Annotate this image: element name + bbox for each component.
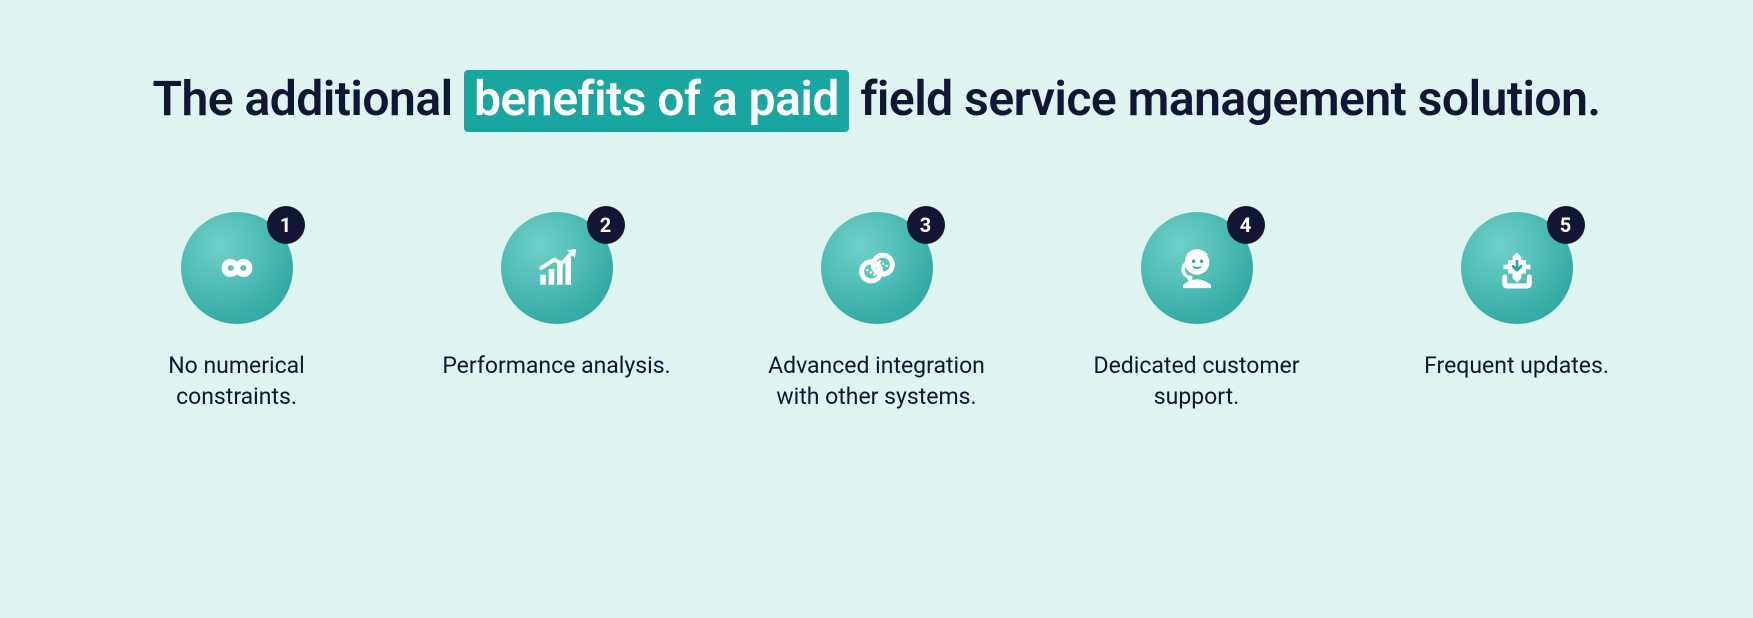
circle-wrap: 2: [501, 212, 613, 324]
link-icon: [849, 240, 905, 296]
number-badge: 4: [1227, 206, 1265, 244]
chart-up-icon: [529, 240, 585, 296]
benefit-item: 2 Performance analysis.: [427, 212, 687, 412]
update-download-icon: [1489, 240, 1545, 296]
title-highlight: benefits of a paid: [464, 70, 849, 132]
number-badge: 1: [267, 206, 305, 244]
page-title: The additional benefits of a paid field …: [0, 70, 1753, 132]
benefit-item: 5 Frequent updates.: [1387, 212, 1647, 412]
infinity-icon: [209, 240, 265, 296]
circle-wrap: 1: [181, 212, 293, 324]
benefit-label: Frequent updates.: [1424, 350, 1609, 381]
circle-wrap: 3: [821, 212, 933, 324]
number-badge: 3: [907, 206, 945, 244]
benefits-row: 1 No numerical constraints.: [0, 212, 1753, 412]
number-badge: 2: [587, 206, 625, 244]
number-badge: 5: [1547, 206, 1585, 244]
benefit-label: Performance analysis.: [442, 350, 670, 381]
circle-wrap: 4: [1141, 212, 1253, 324]
infographic-canvas: The additional benefits of a paid field …: [0, 0, 1753, 618]
circle-wrap: 5: [1461, 212, 1573, 324]
title-post: field service management solution.: [849, 70, 1601, 127]
benefit-item: 4 Dedicated customer support.: [1067, 212, 1327, 412]
benefit-label: Dedicated customer support.: [1067, 350, 1327, 412]
benefit-item: 1 No numerical constraints.: [107, 212, 367, 412]
benefit-label: Advanced integration with other systems.: [747, 350, 1007, 412]
support-agent-icon: [1169, 240, 1225, 296]
title-pre: The additional: [152, 70, 464, 127]
benefit-label: No numerical constraints.: [107, 350, 367, 412]
benefit-item: 3 Advanced integration with other system…: [747, 212, 1007, 412]
